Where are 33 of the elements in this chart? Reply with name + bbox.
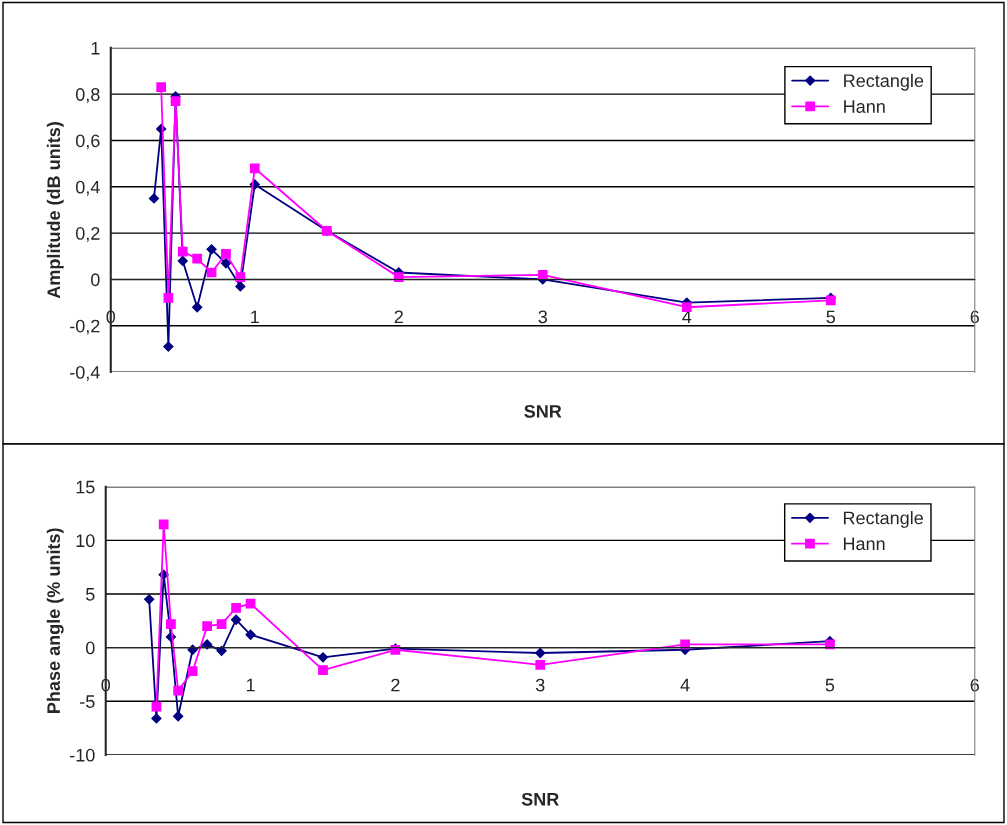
y-tick-label: 0: [91, 273, 100, 287]
y-tick-label: -5: [80, 695, 95, 708]
x-tick-label: 3: [535, 678, 545, 692]
y-tick-label: -0,4: [70, 366, 100, 381]
x-tick-label: 1: [251, 310, 259, 324]
legend-label: Rectangle: [843, 511, 923, 528]
x-tick-label: 3: [538, 310, 547, 324]
x-tick-label: 6: [970, 310, 979, 324]
x-axis-title: SNR: [521, 792, 559, 806]
y-tick-label: 0,2: [75, 227, 100, 242]
y-tick-label: 0,4: [75, 180, 100, 196]
x-tick-label: 4: [680, 678, 690, 692]
y-tick-label: 1: [91, 41, 100, 55]
legend-label: Hann: [844, 100, 885, 113]
y-tick-label: -10: [70, 748, 95, 762]
y-tick-label: 0,8: [75, 88, 100, 104]
legend-label: Rectangle: [844, 73, 924, 91]
x-tick-label: 6: [970, 678, 979, 692]
y-tick-label: 0: [85, 641, 95, 655]
y-axis-title: Phase angle (% units): [46, 528, 64, 713]
y-tick-label: -0,2: [70, 319, 100, 335]
y-axis-title: Amplitude (dB units): [46, 122, 64, 299]
x-tick-label: 2: [394, 310, 403, 324]
x-tick-label: 1: [246, 678, 255, 692]
x-tick-label: 5: [826, 310, 836, 324]
y-tick-label: 5: [86, 588, 95, 601]
y-tick-label: 10: [76, 534, 95, 548]
x-axis-title: SNR: [524, 404, 562, 418]
x-tick-label: 2: [391, 678, 400, 692]
x-tick-label: 5: [825, 678, 835, 692]
y-tick-label: 0,6: [75, 134, 100, 150]
legend-label: Hann: [843, 537, 885, 551]
y-tick-label: 15: [76, 480, 95, 494]
